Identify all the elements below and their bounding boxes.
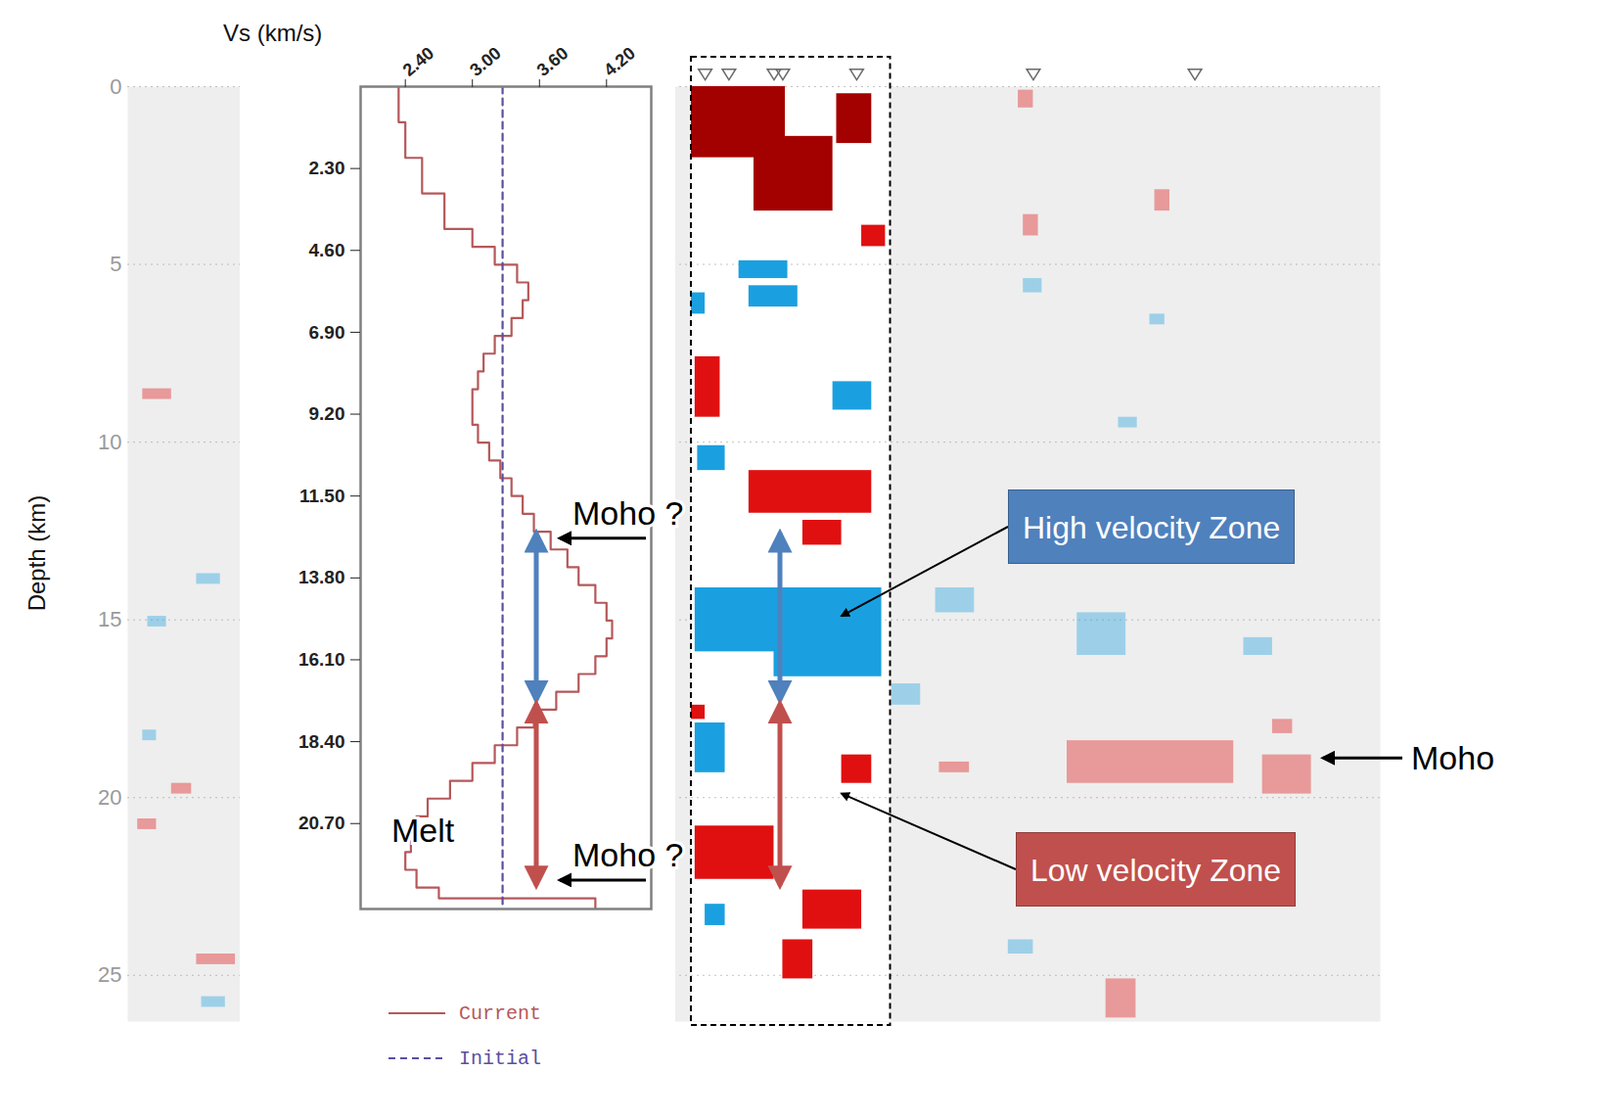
svg-text:11.50: 11.50	[299, 485, 346, 506]
svg-text:13.80: 13.80	[298, 566, 346, 588]
svg-text:Moho ?: Moho ?	[572, 835, 684, 873]
svg-text:20.70: 20.70	[298, 812, 346, 833]
html-text:Low velocity Zone: Low velocity Zone	[1030, 852, 1282, 888]
svg-text:16.10: 16.10	[298, 648, 346, 670]
svg-text:6.90: 6.90	[309, 320, 346, 342]
html-text:Depth (km): Depth (km)	[23, 494, 50, 611]
html-text:High velocity Zone: High velocity Zone	[1022, 509, 1281, 546]
svg-text:20: 20	[97, 784, 122, 810]
svg-text:4.20: 4.20	[599, 43, 640, 81]
svg-text:9.20: 9.20	[309, 403, 346, 424]
svg-text:Moho: Moho	[1411, 738, 1495, 777]
svg-text:3.00: 3.00	[465, 43, 505, 81]
svg-text:15: 15	[97, 606, 122, 632]
svg-text:5: 5	[109, 251, 122, 276]
svg-text:4.60: 4.60	[309, 239, 346, 261]
svg-text:2.30: 2.30	[309, 157, 346, 179]
svg-text:25: 25	[97, 961, 122, 987]
svg-text:18.40: 18.40	[298, 731, 346, 752]
svg-text:0: 0	[109, 74, 122, 99]
html-text:Vs (km/s): Vs (km/s)	[223, 19, 323, 46]
svg-text:10: 10	[97, 429, 122, 455]
svg-text:Moho ?: Moho ?	[572, 494, 684, 532]
svg-text:Melt: Melt	[391, 811, 456, 849]
svg-text:3.60: 3.60	[533, 43, 573, 81]
svg-text:2.40: 2.40	[399, 43, 439, 81]
html-text:Initial: Initial	[458, 1046, 542, 1070]
html-text:Current: Current	[458, 1001, 542, 1025]
